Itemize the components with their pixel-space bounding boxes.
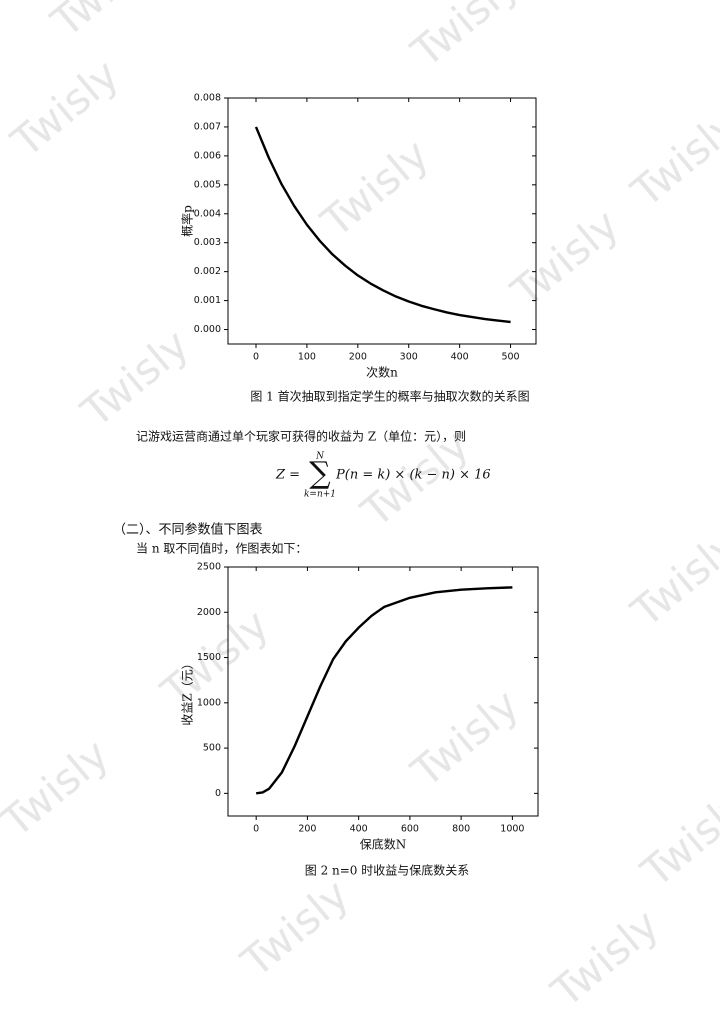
x-tick-label: 800 bbox=[452, 824, 470, 835]
watermark: Twisly bbox=[312, 130, 439, 247]
watermark: Twisly bbox=[42, 0, 169, 47]
watermark: Twisly bbox=[502, 200, 629, 317]
formula-lower: k=n+1 bbox=[304, 490, 336, 500]
y-tick-label: 0 bbox=[215, 788, 221, 799]
watermark: Twisly bbox=[622, 520, 720, 637]
x-tick-label: 0 bbox=[253, 352, 259, 363]
x-tick-label: 500 bbox=[501, 352, 519, 363]
plot-frame bbox=[227, 97, 537, 345]
y-tick-label: 2500 bbox=[197, 562, 221, 573]
watermark: Twisly bbox=[232, 870, 359, 987]
y-tick-label: 1000 bbox=[197, 697, 221, 708]
x-tick-label: 600 bbox=[401, 824, 419, 835]
x-tick-label: 400 bbox=[451, 352, 469, 363]
watermark: Twisly bbox=[632, 780, 720, 897]
y-axis-label: 收益Z（元） bbox=[181, 657, 195, 725]
y-tick-label: 0.003 bbox=[194, 237, 221, 248]
plot-frame bbox=[227, 566, 539, 817]
y-tick-label: 2000 bbox=[197, 607, 221, 618]
data-line bbox=[254, 126, 511, 324]
y-tick-label: 1500 bbox=[197, 652, 221, 663]
formula-lhs: Z = bbox=[275, 468, 300, 483]
paragraph: 记游戏运营商通过单个玩家可获得的收益为 Z（单位：元），则 bbox=[136, 429, 466, 444]
watermark: Twisly bbox=[72, 320, 199, 437]
watermark: Twisly bbox=[0, 730, 118, 847]
y-tick-label: 0.002 bbox=[194, 266, 221, 277]
paragraph: 当 n 取不同值时，作图表如下： bbox=[136, 541, 307, 556]
x-tick-label: 200 bbox=[298, 824, 316, 835]
formula-body: P(n = k) × (k − n) × 16 bbox=[335, 468, 491, 483]
watermark: Twisly bbox=[542, 900, 669, 1017]
y-tick-label: 500 bbox=[203, 743, 221, 754]
formula-upper: N bbox=[315, 452, 325, 462]
x-tick-label: 1000 bbox=[500, 824, 524, 835]
watermark: Twisly bbox=[402, 680, 529, 797]
watermark: Twisly bbox=[622, 100, 720, 217]
x-axis-label: 次数n bbox=[366, 365, 398, 380]
watermark: Twisly bbox=[402, 0, 529, 77]
x-tick-label: 0 bbox=[253, 824, 259, 835]
x-tick-label: 200 bbox=[349, 352, 367, 363]
x-tick-label: 400 bbox=[350, 824, 368, 835]
x-tick-label: 300 bbox=[400, 352, 418, 363]
y-tick-label: 0.001 bbox=[194, 295, 221, 306]
x-tick-label: 100 bbox=[298, 352, 316, 363]
y-tick-label: 0.008 bbox=[194, 93, 221, 104]
y-tick-label: 0.004 bbox=[194, 208, 221, 219]
x-axis-label: 保底数N bbox=[360, 837, 407, 852]
y-axis-label: 概率p bbox=[180, 205, 195, 237]
formula-sum: ∑ bbox=[309, 456, 331, 491]
y-tick-label: 0.007 bbox=[194, 121, 221, 132]
y-tick-label: 0.006 bbox=[194, 150, 221, 161]
figure-caption: 图 1 首次抽取到指定学生的概率与抽取次数的关系图 bbox=[250, 389, 529, 404]
watermark: Twisly bbox=[2, 50, 129, 167]
y-tick-label: 0.005 bbox=[194, 179, 221, 190]
heading: （二）、不同参数值下图表 bbox=[113, 522, 263, 538]
figure-caption: 图 2 n=0 时收益与保底数关系 bbox=[305, 863, 470, 878]
y-tick-label: 0.000 bbox=[194, 324, 221, 335]
data-line bbox=[256, 586, 513, 795]
